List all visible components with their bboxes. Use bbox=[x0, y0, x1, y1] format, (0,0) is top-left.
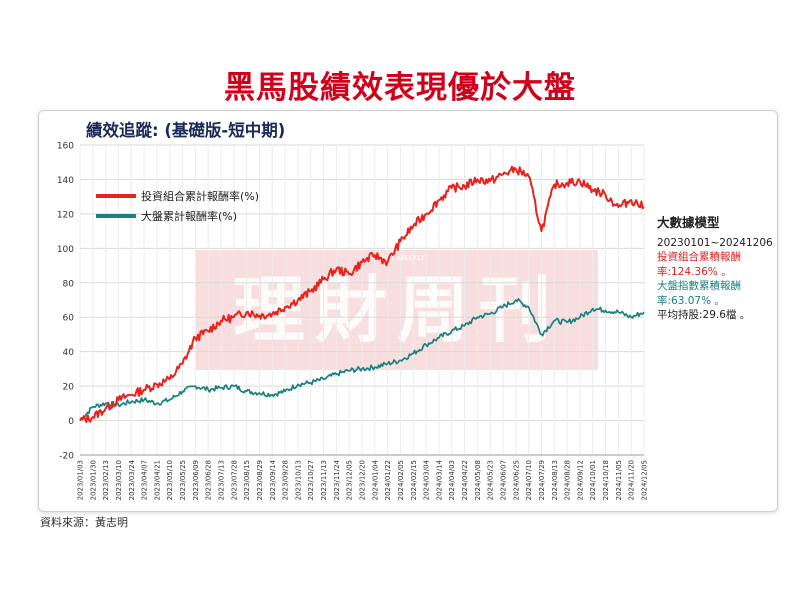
model-summary-panel: 大數據模型 20230101~20241206 投資組合累積報酬率:124.36… bbox=[657, 215, 785, 323]
x-tick-label: 2024/10/18 bbox=[602, 460, 610, 500]
x-tick-label: 2024/08/13 bbox=[551, 460, 559, 500]
x-tick-label: 2023/12/05 bbox=[346, 460, 354, 500]
x-tick-label: 2023/08/29 bbox=[256, 460, 264, 500]
performance-chart: 理財周刊 MONEY WEEKLY 績效追蹤: (基礎版-短中期) -20020… bbox=[57, 120, 649, 500]
x-tick-label: 2023/04/07 bbox=[141, 460, 149, 500]
x-tick-label: 2023/11/24 bbox=[333, 459, 341, 500]
legend-label-0: 投資組合累計報酬率(%) bbox=[141, 189, 259, 203]
x-tick-label: 2024/06/25 bbox=[512, 460, 520, 500]
legend: 投資組合累計報酬率(%) 大盤累計報酬率(%) bbox=[96, 189, 259, 223]
x-tick-label: 2024/04/22 bbox=[461, 460, 469, 500]
y-tick-label: 60 bbox=[63, 314, 75, 324]
watermark-sub: MONEY WEEKLY bbox=[369, 254, 425, 262]
x-tick-label: 2024/11/05 bbox=[615, 460, 623, 500]
x-tick-label: 2023/01/30 bbox=[89, 460, 97, 500]
x-tick-label: 2023/03/10 bbox=[115, 460, 123, 500]
x-tick-label: 2024/05/23 bbox=[487, 460, 495, 500]
x-tick-label: 2023/02/13 bbox=[102, 460, 110, 500]
market-return-line bbox=[79, 298, 645, 422]
x-tick-label: 2024/12/05 bbox=[641, 460, 649, 500]
legend-label-1: 大盤累計報酬率(%) bbox=[141, 209, 237, 223]
x-tick-label: 2023/08/15 bbox=[243, 460, 251, 500]
chart-title: 績效追蹤: (基礎版-短中期) bbox=[86, 120, 285, 140]
series-lines bbox=[79, 165, 645, 424]
x-tick-label: 2023/04/21 bbox=[153, 460, 161, 500]
x-tick-label: 2023/10/13 bbox=[294, 460, 302, 500]
x-tick-label: 2023/11/13 bbox=[320, 460, 328, 500]
y-tick-label: 40 bbox=[63, 348, 75, 358]
x-tick-label: 2023/06/28 bbox=[205, 460, 213, 500]
x-tick-label: 2024/07/10 bbox=[525, 460, 533, 500]
x-tick-label: 2023/10/27 bbox=[307, 460, 315, 500]
y-tick-label: -20 bbox=[59, 452, 74, 462]
market-return-text: 大盤指數累積報酬率:63.07% 。 bbox=[657, 280, 741, 307]
source-note: 資料來源：黃志明 bbox=[40, 516, 128, 529]
page-title: 黑馬股績效表現優於大盤 bbox=[224, 70, 576, 106]
y-tick-label: 100 bbox=[57, 245, 74, 255]
x-tick-label: 2024/06/07 bbox=[500, 460, 508, 500]
x-tick-label: 2024/03/04 bbox=[423, 459, 431, 500]
x-tick-label: 2024/04/03 bbox=[448, 460, 456, 500]
x-tick-label: 2024/11/20 bbox=[628, 460, 636, 500]
model-heading: 大數據模型 bbox=[657, 215, 720, 230]
portfolio-return-line bbox=[79, 165, 645, 424]
x-tick-label: 2024/02/15 bbox=[410, 460, 418, 500]
x-tick-label: 2023/07/13 bbox=[218, 460, 226, 500]
avg-holdings-text: 平均持股:29.6檔 。 bbox=[657, 309, 751, 321]
model-period: 20230101~20241206 bbox=[657, 236, 773, 249]
x-tick-label: 2023/09/14 bbox=[269, 459, 277, 500]
y-tick-label: 140 bbox=[57, 176, 74, 186]
y-tick-label: 0 bbox=[68, 417, 74, 427]
y-axis: -20 0 20 40 60 80 100 120 140 160 bbox=[57, 142, 74, 462]
x-tick-label: 2024/01/04 bbox=[371, 459, 379, 500]
x-tick-label: 2024/09/12 bbox=[576, 460, 584, 500]
x-tick-label: 2024/02/05 bbox=[397, 460, 405, 500]
watermark-box bbox=[196, 250, 598, 370]
x-axis: 2023/01/03 2023/01/30 2023/02/13 2023/03/10… bbox=[77, 454, 649, 500]
y-tick-label: 20 bbox=[63, 383, 75, 393]
x-tick-label: 2024/08/28 bbox=[564, 460, 572, 500]
x-tick-label: 2023/05/25 bbox=[179, 460, 187, 500]
x-tick-label: 2023/06/09 bbox=[192, 460, 200, 500]
x-tick-label: 2023/07/28 bbox=[230, 460, 238, 500]
x-tick-label: 2024/10/01 bbox=[589, 460, 597, 500]
x-tick-label: 2023/12/20 bbox=[359, 460, 367, 500]
x-tick-label: 2023/03/24 bbox=[128, 459, 136, 500]
x-tick-label: 2024/07/29 bbox=[538, 460, 546, 500]
x-tick-label: 2023/01/03 bbox=[77, 460, 85, 500]
x-tick-label: 2024/03/14 bbox=[435, 459, 443, 500]
x-tick-label: 2023/05/10 bbox=[166, 460, 174, 500]
y-tick-label: 120 bbox=[57, 210, 74, 220]
portfolio-return-text: 投資組合累積報酬率:124.36% 。 bbox=[657, 251, 741, 278]
y-tick-label: 80 bbox=[63, 279, 75, 289]
x-tick-label: 2023/09/28 bbox=[282, 460, 290, 500]
x-tick-label: 2024/05/08 bbox=[474, 460, 482, 500]
x-tick-label: 2024/01/22 bbox=[384, 460, 392, 500]
y-tick-label: 160 bbox=[57, 142, 74, 152]
